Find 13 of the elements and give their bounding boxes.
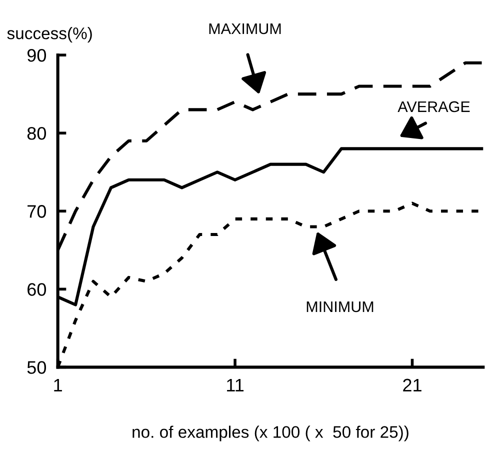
- text: MAXIMUM: [209, 23, 281, 34]
- y-tick-label: 50: [27, 361, 46, 374]
- annotation: MINIMUM: [306, 301, 374, 312]
- y-tick-label: 70: [28, 205, 46, 218]
- y-axis-title: success(%): [7, 27, 92, 43]
- annotation: AVERAGE: [398, 101, 470, 112]
- y-tick-label: 80: [27, 127, 46, 140]
- x-tick-label: 21: [403, 378, 422, 392]
- x-axis-title: no. of examples (x 100 ( x 50 for 25)): [132, 426, 408, 442]
- y-tick-label: 90: [27, 48, 46, 62]
- x-tick-label: 11: [227, 378, 244, 392]
- x-tick-label: 1: [54, 378, 62, 392]
- y-tick-label: 60: [28, 283, 46, 296]
